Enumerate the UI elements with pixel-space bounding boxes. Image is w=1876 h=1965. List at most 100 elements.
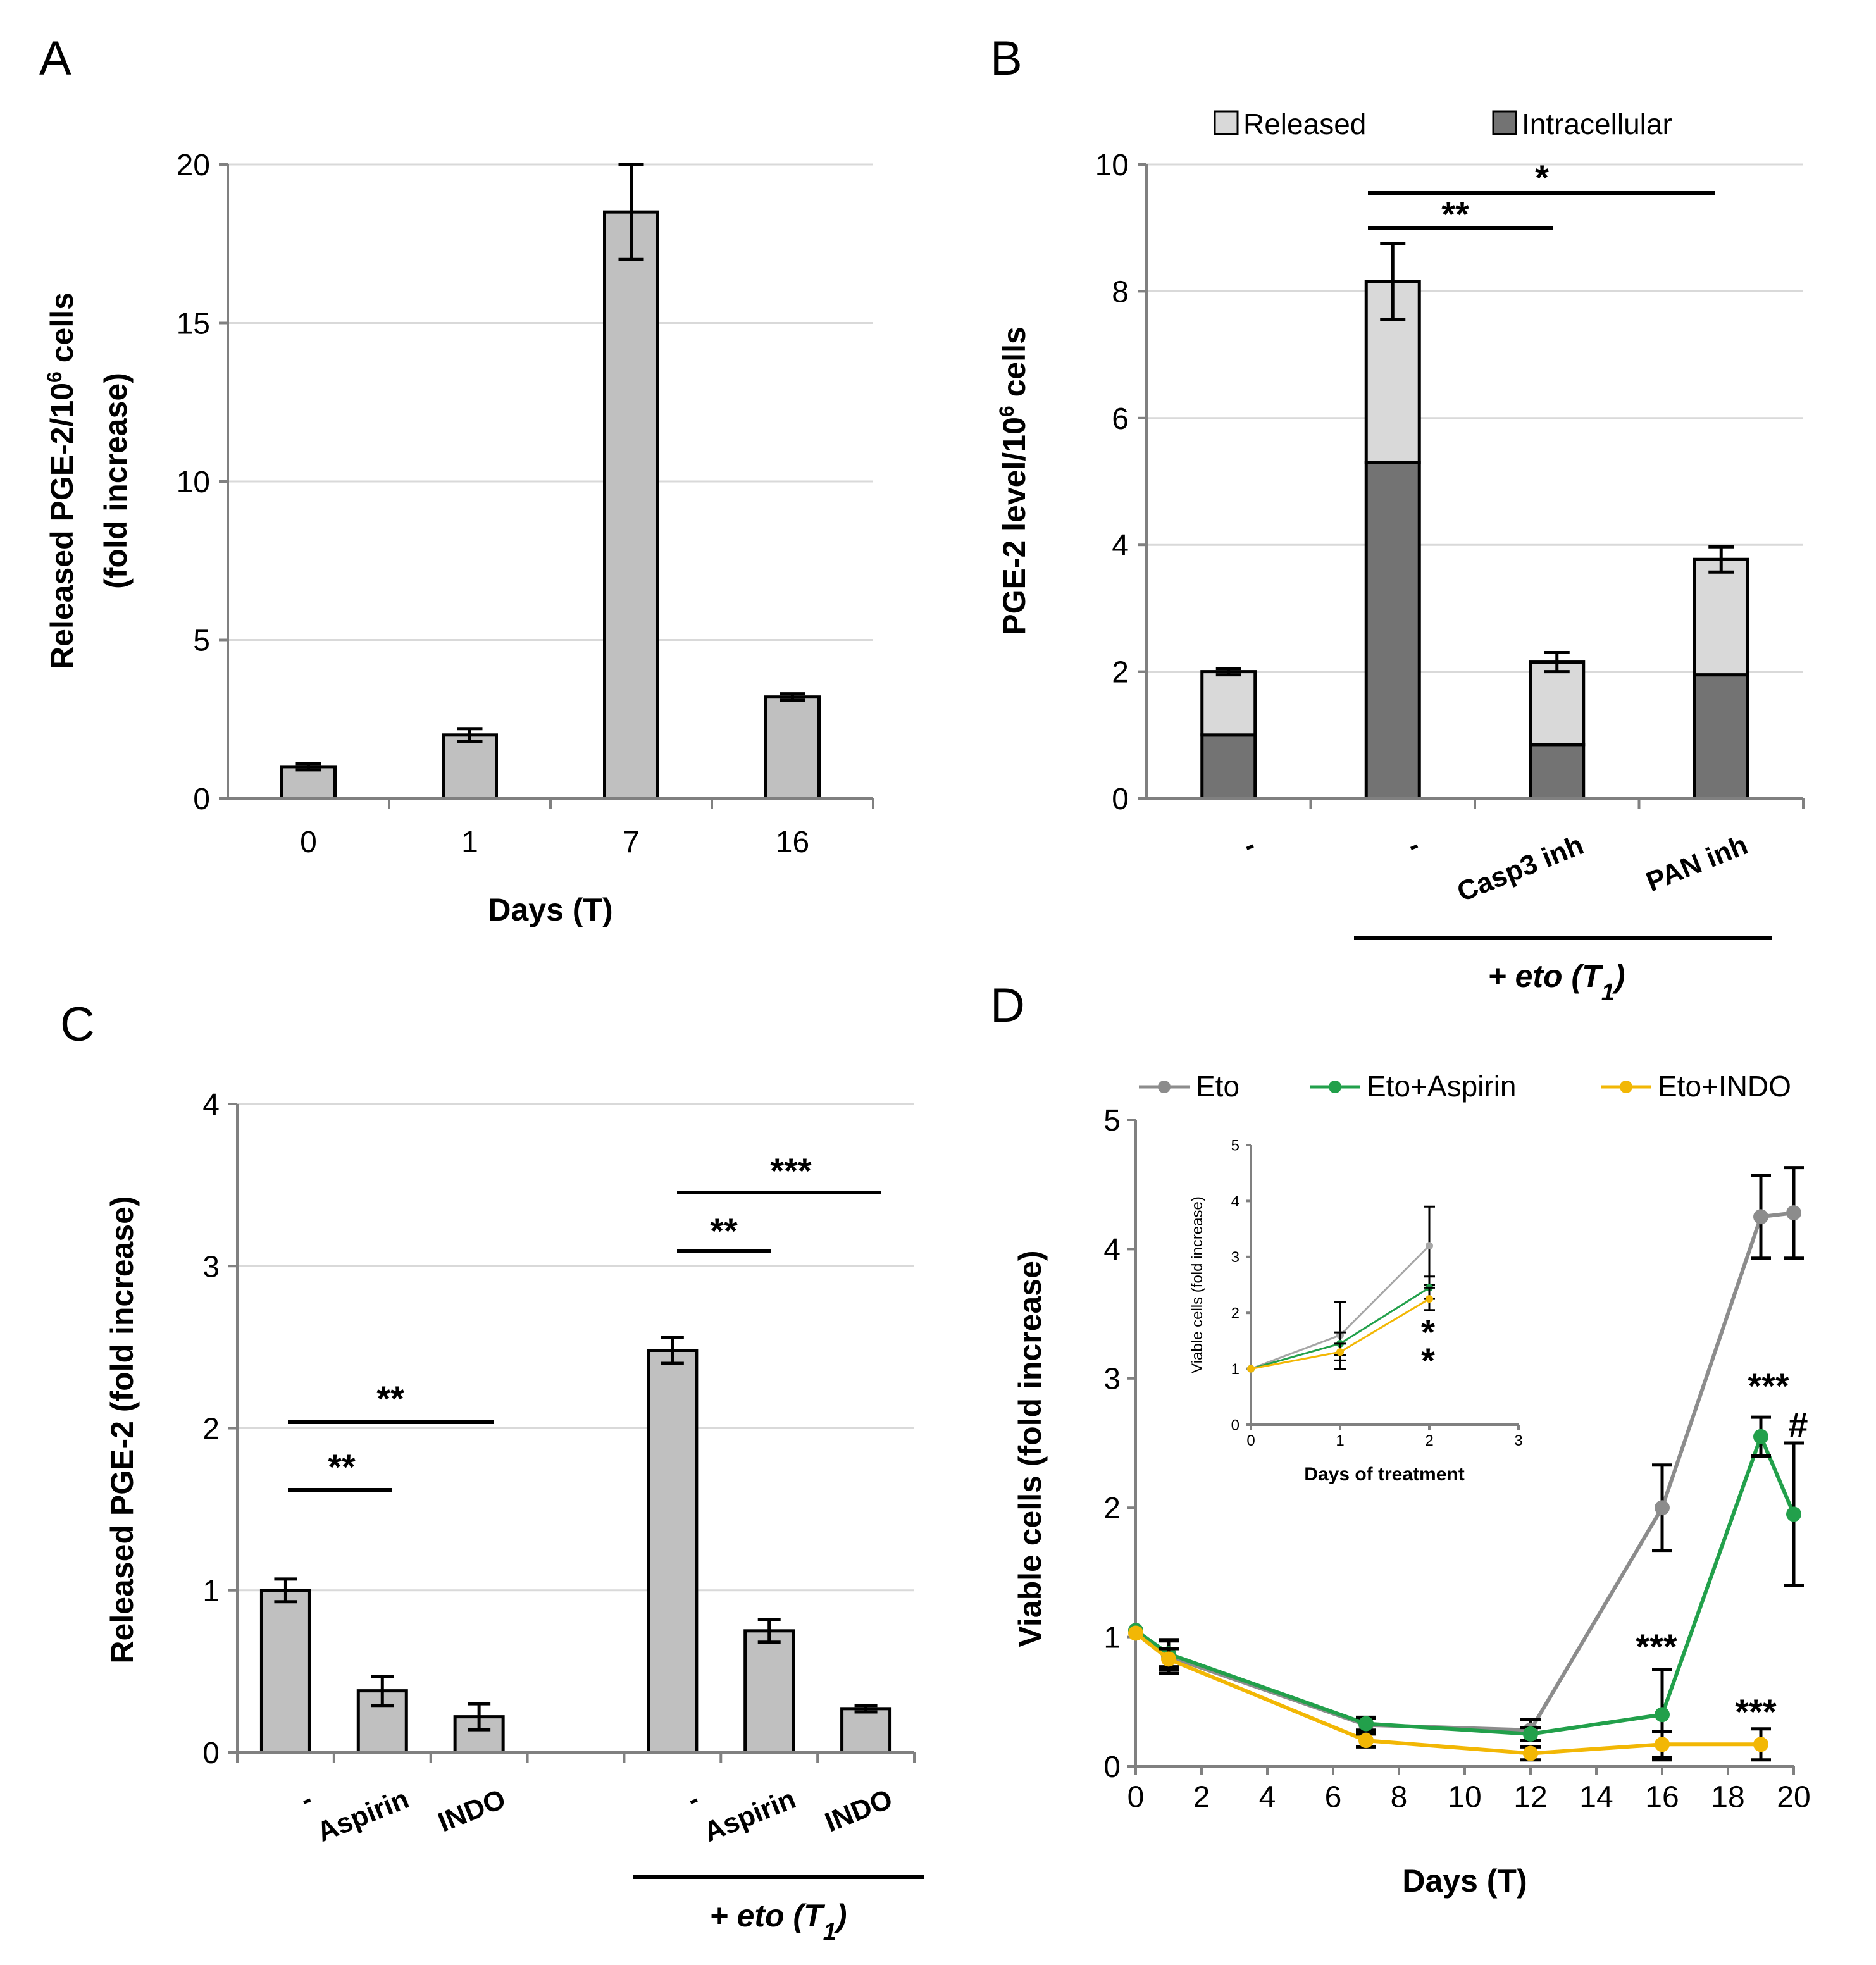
c-x-tick-label: INDO — [434, 1783, 510, 1838]
inset-y-tick-label: 2 — [1231, 1305, 1239, 1322]
a-x-tick-label: 7 — [623, 826, 640, 859]
a-bar — [442, 733, 498, 800]
d-annotation-1: *** — [1748, 1366, 1789, 1406]
b-bar-released — [1200, 670, 1257, 737]
c-x-tick-label: Aspirin — [313, 1783, 413, 1848]
d-y-tick-label: 4 — [1103, 1233, 1121, 1267]
panel-label-c: C — [60, 998, 95, 1051]
panel-label-a: A — [39, 32, 71, 85]
c-sig-label-1: ** — [328, 1447, 356, 1487]
b-bar-released — [1693, 557, 1749, 677]
c-bar — [840, 1707, 892, 1754]
c-y-tick-label: 2 — [202, 1413, 220, 1446]
d-annotation-3: *** — [1636, 1627, 1677, 1666]
c-group-label: + eto (T1) — [710, 1898, 847, 1945]
b-bar-released — [1529, 660, 1586, 747]
d-annotation-4: *** — [1735, 1692, 1777, 1732]
a-x-tick-label: 0 — [300, 826, 317, 859]
d-x-tick-label: 12 — [1513, 1780, 1547, 1814]
d-point-eto-indo — [1753, 1737, 1768, 1752]
a-bar — [603, 210, 659, 800]
d-y-tick-label: 2 — [1103, 1492, 1121, 1525]
c-y-tick-label: 4 — [202, 1088, 220, 1122]
inset-y-axis-title: Viable cells (fold increase) — [1189, 1196, 1206, 1373]
b-sig-label-1: ** — [1441, 194, 1469, 234]
inset-annotation-1: * — [1421, 1312, 1435, 1352]
b-y-tick-label: 0 — [1112, 783, 1129, 816]
a-y-axis-title: Released PGE-2/106 cells (fold increase) — [43, 292, 134, 669]
b-legend: Released Intracellular — [1214, 108, 1672, 140]
inset-point-eto-indo — [1336, 1348, 1344, 1356]
d-x-tick-label: 6 — [1325, 1780, 1342, 1814]
d-x-tick-label: 2 — [1193, 1780, 1210, 1814]
inset-x-tick-label: 2 — [1425, 1432, 1433, 1449]
a-x-tick-label: 1 — [461, 826, 478, 859]
inset-y-tick-label: 3 — [1231, 1249, 1239, 1266]
a-x-axis-title: Days (T) — [488, 892, 612, 927]
legend-released: Released — [1243, 108, 1366, 140]
d-annotation-2: # — [1788, 1405, 1808, 1445]
legend-intracellular: Intracellular — [1522, 108, 1672, 140]
inset-x-axis-title: Days of treatment — [1304, 1464, 1464, 1485]
d-point-eto-indo — [1161, 1651, 1176, 1667]
b-y-axis-title: PGE-2 level/106 cells — [995, 326, 1032, 635]
inset-x-tick-label: 1 — [1336, 1432, 1344, 1449]
b-bar-intracellular — [1200, 733, 1257, 800]
d-point-eto-aspirin — [1753, 1429, 1768, 1444]
a-y-tick-label: 0 — [193, 783, 210, 816]
a-y-tick-label: 10 — [177, 466, 210, 499]
d-point-eto-aspirin — [1786, 1506, 1801, 1522]
inset-x-tick-label: 3 — [1514, 1432, 1522, 1449]
legend-eto: Eto — [1196, 1070, 1239, 1103]
svg-text:Released PGE-2/106 cells: Released PGE-2/106 cells — [43, 292, 80, 669]
b-x-tick-label: - — [1239, 829, 1260, 862]
panel-label-b: B — [990, 32, 1022, 85]
b-y-tick-label: 2 — [1112, 656, 1129, 690]
d-point-eto — [1753, 1209, 1768, 1225]
a-x-tick-label: 16 — [776, 826, 809, 859]
c-bar — [743, 1629, 795, 1754]
d-x-tick-label: 18 — [1711, 1780, 1744, 1814]
inset-y-tick-label: 1 — [1231, 1361, 1239, 1378]
panel-a: A 0 5 10 15 20 0 1 7 16 Days (T) Released PGE-2… — [39, 32, 874, 927]
legend-swatch-released — [1214, 110, 1239, 135]
c-significance: ** ** ** *** — [288, 1151, 881, 1492]
d-x-tick-label: 16 — [1645, 1780, 1679, 1814]
inset-annotation-2: * — [1421, 1341, 1435, 1380]
inset-y-tick-label: 0 — [1231, 1416, 1239, 1434]
b-sig-label-2: * — [1535, 158, 1549, 197]
svg-text:Released PGE-2 (fold increase): Released PGE-2 (fold increase) — [104, 1196, 140, 1663]
c-sig-label-2: ** — [376, 1379, 404, 1418]
b-bar-intracellular — [1364, 461, 1421, 800]
d-x-tick-label: 10 — [1448, 1780, 1481, 1814]
c-sig-label-3: ** — [710, 1211, 738, 1251]
legend-marker-eto-aspirin — [1329, 1081, 1341, 1093]
inset-y-tick-label: 5 — [1231, 1137, 1239, 1154]
d-line-eto-aspirin — [1134, 1431, 1796, 1736]
a-y-tick-label: 15 — [177, 307, 210, 341]
d-point-eto — [1655, 1500, 1670, 1516]
b-x-tick-label: - — [1403, 829, 1424, 862]
b-bar-intracellular — [1529, 743, 1586, 800]
c-y-tick-label: 3 — [202, 1250, 220, 1284]
b-significance: ** * — [1368, 158, 1715, 234]
d-x-tick-label: 20 — [1777, 1780, 1810, 1814]
d-point-eto — [1786, 1205, 1801, 1221]
legend-marker-eto-indo — [1620, 1081, 1632, 1093]
c-y-tick-label: 1 — [202, 1575, 220, 1608]
d-point-eto-aspirin — [1655, 1707, 1670, 1723]
a-y-tick-label: 5 — [193, 624, 210, 658]
d-y-axis-title: Viable cells (fold increase) — [1012, 1250, 1048, 1647]
d-point-eto-indo — [1128, 1625, 1143, 1641]
d-y-tick-label: 0 — [1103, 1751, 1121, 1784]
d-inset: 0 1 2 3 4 5 0 1 2 3 * * Days of treatment Viable… — [1189, 1137, 1523, 1485]
d-point-eto-indo — [1655, 1737, 1670, 1752]
d-y-tick-label: 5 — [1103, 1104, 1121, 1137]
b-group-label: + eto (T1) — [1488, 958, 1625, 1006]
b-y-tick-label: 4 — [1112, 529, 1129, 562]
d-annotations: *** # *** *** — [1636, 1366, 1808, 1732]
b-x-tick-label: PAN inh — [1642, 829, 1752, 898]
d-x-tick-label: 4 — [1259, 1780, 1276, 1814]
